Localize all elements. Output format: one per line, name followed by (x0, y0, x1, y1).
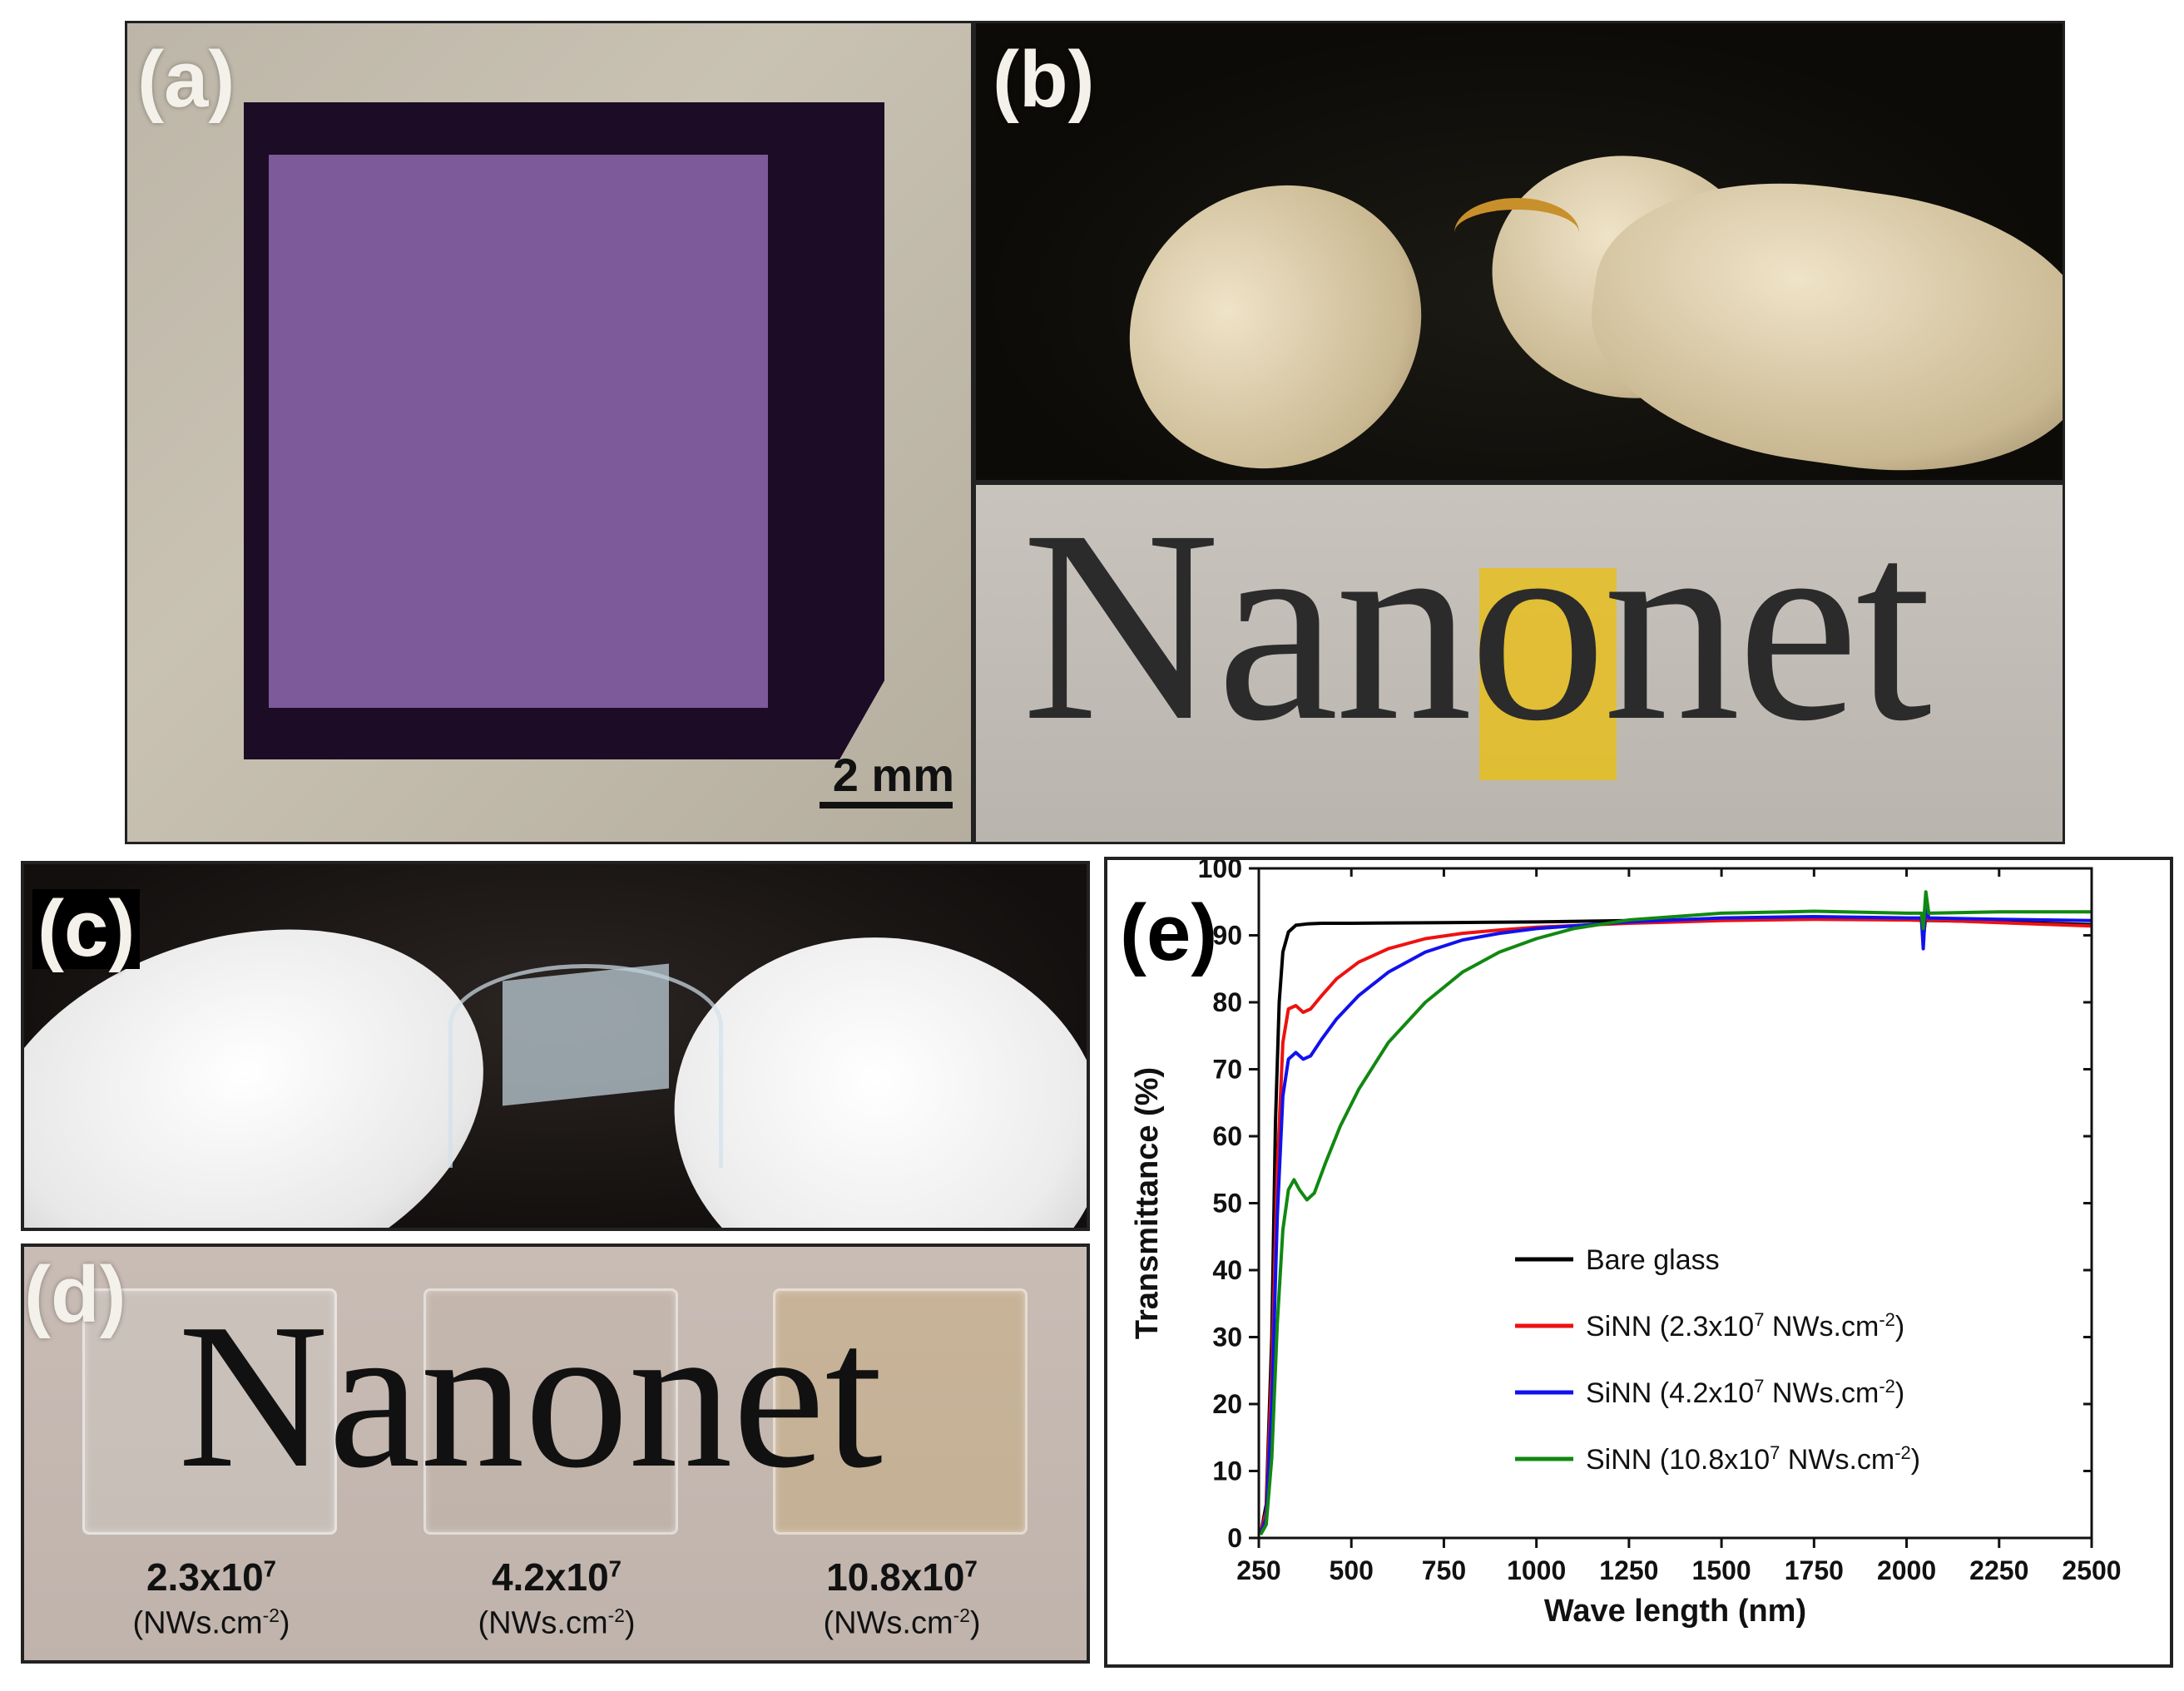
y-tick-label: 20 (1212, 1389, 1242, 1419)
transmittance-chart: 250 500 750 1000 1250 1500 1750 2000 2250 2500 0 10… (1130, 860, 2122, 1629)
y-tick-label: 10 (1212, 1456, 1242, 1486)
x-tick-label: 1500 (1692, 1555, 1751, 1585)
y-tick-label: 60 (1212, 1121, 1242, 1151)
y-tick-label: 70 (1212, 1055, 1242, 1085)
nanonet-film-c (503, 963, 669, 1106)
y-tick-label: 80 (1212, 987, 1242, 1017)
y-tick-label: 50 (1212, 1189, 1242, 1219)
sample-density-2: 4.2x107 (NWs.cm-2) (478, 1555, 636, 1641)
x-tick-label: 500 (1330, 1555, 1374, 1585)
legend-label-0: Bare glass (1586, 1244, 1720, 1276)
panel-e-chart: 250 500 750 1000 1250 1500 1750 2000 2250 2500 0 10… (1104, 857, 2173, 1668)
nanonet-printed-word: Nanonet (1022, 482, 1932, 778)
panel-a-label: (a) (137, 35, 235, 124)
series-line-3 (1259, 890, 2092, 1535)
sample-density-3: 10.8x107 (NWs.cm-2) (823, 1555, 981, 1641)
series-line-2 (1259, 900, 2092, 1535)
y-tick-label: 100 (1198, 860, 1242, 883)
x-tick-label: 750 (1422, 1555, 1466, 1585)
panel-b-photo-bending: (b) (973, 21, 2065, 482)
flexible-glass (448, 964, 723, 1168)
scale-bar-label: 2 mm (832, 749, 954, 801)
legend-label-2: SiNN (4.2x107 NWs.cm-2) (1586, 1376, 1904, 1410)
x-tick-label: 2000 (1877, 1555, 1936, 1585)
panel-c-photo: (c) (21, 861, 1090, 1231)
panel-b-photo-transparency: Nanonet (973, 482, 2065, 844)
y-tick-label: 30 (1212, 1323, 1242, 1352)
legend-label-1: SiNN (2.3x107 NWs.cm-2) (1586, 1309, 1904, 1343)
x-tick-label: 1000 (1507, 1555, 1566, 1585)
y-tick-label: 90 (1212, 921, 1242, 951)
x-tick-label: 250 (1236, 1555, 1280, 1585)
series-line-0 (1259, 917, 2092, 1535)
legend-label-3: SiNN (10.8x107 NWs.cm-2) (1586, 1442, 1920, 1476)
y-tick-label: 0 (1227, 1523, 1242, 1553)
yellow-tape-sample (1479, 568, 1617, 780)
nanonet-film (269, 155, 768, 708)
x-axis-label: Wave length (nm) (1544, 1594, 1806, 1629)
sample-slide-1 (82, 1288, 337, 1535)
series-line-1 (1259, 907, 2092, 1535)
x-tick-label: 2500 (2062, 1555, 2121, 1585)
gloved-finger-left (1073, 128, 1478, 480)
panel-d-photo: Nanonet (d) 2.3x107 (NWs.cm-2) 4.2x107 (… (21, 1244, 1090, 1664)
panel-d-label: (d) (24, 1250, 126, 1339)
panel-c-label: (c) (32, 889, 141, 969)
panel-a-photo: (a) 2 mm (125, 21, 973, 844)
panel-b-label: (b) (993, 35, 1095, 124)
sample-slide-2 (423, 1288, 678, 1535)
plot-frame (1257, 867, 2093, 1540)
x-tick-label: 1750 (1785, 1555, 1844, 1585)
sample-density-1: 2.3x107 (NWs.cm-2) (132, 1555, 290, 1641)
flexible-sample (1454, 198, 1579, 268)
x-tick-label: 1250 (1599, 1555, 1658, 1585)
nanonet-printed-word-d: Nanonet (178, 1281, 883, 1511)
y-tick-label: 40 (1212, 1255, 1242, 1285)
scale-bar (820, 802, 953, 808)
y-axis-label: Transmittance (%) (1130, 1067, 1165, 1339)
x-tick-label: 2250 (1969, 1555, 2028, 1585)
sample-slide-3 (773, 1288, 1028, 1535)
panel-e-label: (e) (1120, 888, 1218, 977)
